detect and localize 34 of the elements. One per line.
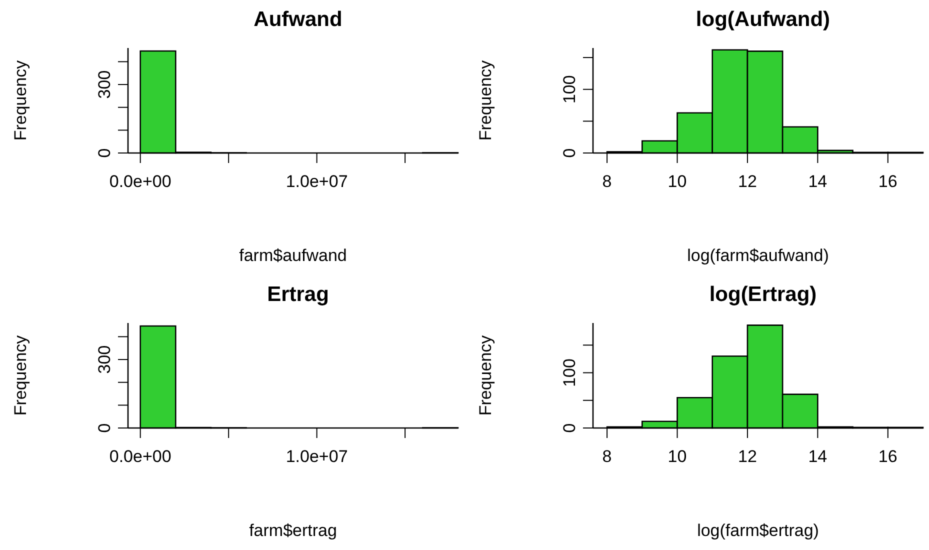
x-axis-title: log(farm$ertrag) bbox=[697, 521, 819, 540]
x-tick-label: 8 bbox=[602, 172, 612, 191]
x-axis-title: farm$ertrag bbox=[249, 521, 337, 540]
y-tick-label: 300 bbox=[95, 345, 114, 374]
x-axis-title: farm$aufwand bbox=[239, 246, 347, 265]
y-tick-label: 0 bbox=[95, 148, 114, 158]
x-tick-label: 14 bbox=[808, 447, 828, 466]
chart-title: Ertrag bbox=[266, 283, 330, 307]
x-axis-title: log(farm$aufwand) bbox=[687, 246, 829, 265]
x-tick-label: 16 bbox=[878, 447, 898, 466]
chart-title: Aufwand bbox=[252, 8, 344, 32]
x-tick-label: 16 bbox=[878, 172, 898, 191]
y-axis-title: Frequency bbox=[11, 334, 30, 416]
x-tick-label: 12 bbox=[738, 447, 757, 466]
y-tick-label: 100 bbox=[560, 358, 579, 387]
y-tick-label: 100 bbox=[560, 75, 579, 104]
x-tick-label: 1.0e+07 bbox=[286, 172, 348, 191]
x-tick-label: 1.0e+07 bbox=[286, 447, 348, 466]
x-tick-label: 10 bbox=[668, 172, 687, 191]
y-tick-label: 300 bbox=[95, 70, 114, 99]
x-tick-label: 8 bbox=[602, 447, 612, 466]
chart-title: log(Aufwand) bbox=[694, 8, 832, 32]
x-tick-label: 10 bbox=[668, 447, 687, 466]
chart-title: log(Ertrag) bbox=[708, 283, 818, 307]
y-axis-title: Frequency bbox=[476, 334, 496, 416]
x-tick-label: 0.0e+00 bbox=[109, 172, 172, 191]
y-axis-title: Frequency bbox=[11, 60, 30, 141]
y-axis-title: Frequency bbox=[476, 60, 496, 141]
x-tick-label: 12 bbox=[738, 172, 757, 191]
y-tick-label: 0 bbox=[560, 423, 579, 433]
y-tick-label: 0 bbox=[95, 423, 114, 433]
x-tick-label: 14 bbox=[808, 172, 828, 191]
x-tick-label: 0.0e+00 bbox=[109, 447, 172, 466]
y-tick-label: 0 bbox=[560, 148, 579, 158]
